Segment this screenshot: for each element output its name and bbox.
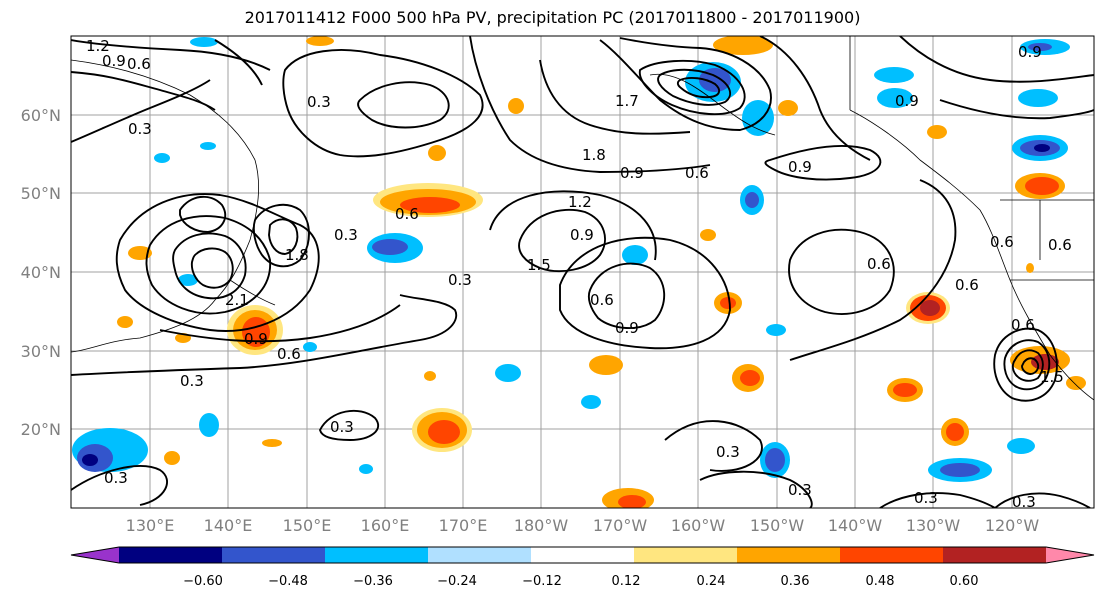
colorbar-tick-label: −0.36 [353,574,393,589]
plot-frame [70,35,1095,509]
colorbar-segment [428,547,532,563]
colorbar-segment [531,547,635,563]
contour-label: 0.9 [102,52,126,70]
contour-label: 1.2 [568,193,592,211]
contour-label: 1.2 [86,37,110,55]
contour-label: 0.9 [788,158,812,176]
colorbar-tick-labels: −0.60 −0.48 −0.36 −0.24 −0.12 0.12 0.24 … [183,574,978,589]
lon-tick-label: 160°W [671,516,726,535]
map-title: 2017011412 F000 500 hPa PV, precipitatio… [244,8,861,27]
colorbar [70,546,1095,564]
lon-tick-label: 140°E [204,516,253,535]
lon-tick-label: 160°E [361,516,410,535]
lon-tick-label: 150°E [283,516,332,535]
lon-tick-label: 130°E [126,516,175,535]
colorbar-tick-label: 0.48 [866,574,895,589]
contour-label: 0.6 [685,164,709,182]
contour-label: 0.3 [788,481,812,499]
contour-label: 0.6 [395,205,419,223]
lon-tick-label: 150°W [750,516,805,535]
contour-label: 0.3 [448,271,472,289]
lat-tick-label: 50°N [21,184,61,203]
contour-label: 1.5 [1040,368,1064,386]
colorbar-tick-label: −0.12 [522,574,562,589]
lat-tick-label: 40°N [21,263,61,282]
contour-label: 0.3 [330,418,354,436]
contour-label: 0.9 [570,226,594,244]
contour-label: 1.8 [285,246,309,264]
colorbar-tick-label: −0.24 [437,574,477,589]
contour-label: 0.6 [990,233,1014,251]
colorbar-tick-label: −0.48 [268,574,308,589]
contour-label: 1.8 [582,146,606,164]
lon-tick-label: 120°W [985,516,1040,535]
contour-label: 0.6 [1048,236,1072,254]
colorbar-tick-label: −0.60 [183,574,223,589]
lat-tick-label: 20°N [21,420,61,439]
colorbar-segment [222,547,326,563]
precip-shading [72,36,1086,508]
colorbar-tick-label: 0.36 [781,574,810,589]
contour-label: 0.3 [1012,493,1036,511]
contour-label: 0.9 [895,92,919,110]
lon-tick-label: 180°W [514,516,569,535]
contour-labels: 1.2 0.9 0.6 0.3 0.3 1.7 1.8 0.9 0.6 0.9 … [86,37,1072,511]
contour-label: 0.9 [620,164,644,182]
contour-label: 0.6 [127,55,151,73]
contour-label: 0.3 [128,120,152,138]
colorbar-extend-high [1046,547,1094,563]
lat-tick-label: 60°N [21,106,61,125]
colorbar-segment [634,547,738,563]
contour-label: 0.6 [1011,316,1035,334]
pv-contours [71,36,1094,508]
contour-label: 0.3 [180,372,204,390]
contour-label: 0.6 [955,276,979,294]
precip-positive [117,36,1086,508]
contour-label: 1.5 [527,256,551,274]
precip-negative [72,37,1070,482]
contour-label: 0.6 [277,345,301,363]
contour-label: 2.1 [225,291,249,309]
colorbar-segment [737,547,841,563]
lon-tick-label: 140°W [828,516,883,535]
colorbar-segment [943,547,1047,563]
contour-label: 0.3 [104,469,128,487]
colorbar-segment [840,547,944,563]
colorbar-segment [325,547,429,563]
colorbar-segment [119,547,223,563]
lon-tick-label: 170°E [439,516,488,535]
contour-label: 1.7 [615,92,639,110]
lon-tick-label: 130°W [906,516,961,535]
graticule [71,36,1094,508]
lat-tick-label: 30°N [21,342,61,361]
lat-tick-labels: 60°N 50°N 40°N 30°N 20°N [21,106,61,439]
colorbar-tick-label: 0.12 [612,574,641,589]
colorbar-tick-label: 0.24 [697,574,726,589]
colorbar-tick-label: 0.60 [950,574,979,589]
contour-label: 0.9 [244,330,268,348]
lon-tick-label: 170°W [593,516,648,535]
colorbar-outline [70,546,1095,564]
colorbar-extend-low [71,547,119,563]
contour-label: 0.3 [334,226,358,244]
contour-label: 0.3 [716,443,740,461]
contour-label: 0.3 [914,489,938,507]
contour-label: 0.9 [1018,43,1042,61]
lon-tick-labels: 130°E 140°E 150°E 160°E 170°E 180°W 170°… [126,516,1040,535]
contour-label: 0.6 [867,255,891,273]
contour-label: 0.3 [307,93,331,111]
contour-label: 0.9 [615,319,639,337]
contour-label: 0.6 [590,291,614,309]
